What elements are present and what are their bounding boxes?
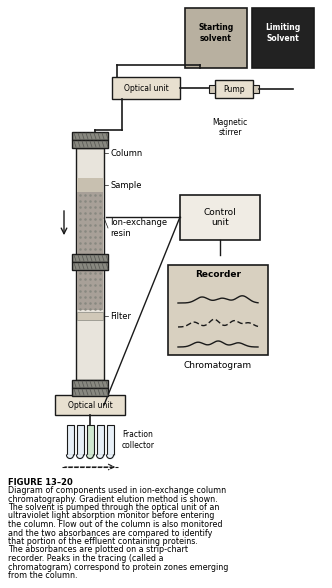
Bar xyxy=(97,425,104,455)
Text: Recorder: Recorder xyxy=(195,269,241,279)
Text: the column. Flow out of the column is also monitored: the column. Flow out of the column is al… xyxy=(8,520,222,529)
Text: The solvent is pumped through the optical unit of an: The solvent is pumped through the optica… xyxy=(8,503,219,512)
Bar xyxy=(55,395,125,415)
Text: ultraviolet light absorption monitor before entering: ultraviolet light absorption monitor bef… xyxy=(8,512,214,520)
Bar xyxy=(215,80,253,98)
Text: Magnetic
stirrer: Magnetic stirrer xyxy=(212,118,248,138)
Bar xyxy=(72,262,108,270)
Text: Optical unit: Optical unit xyxy=(68,400,112,409)
Bar xyxy=(180,195,260,240)
Text: The absorbances are plotted on a strip-chart: The absorbances are plotted on a strip-c… xyxy=(8,546,188,554)
Text: Column: Column xyxy=(110,149,142,158)
Text: Sample: Sample xyxy=(110,181,141,189)
Text: Limiting
Solvent: Limiting Solvent xyxy=(265,24,300,43)
Text: Filter: Filter xyxy=(110,312,131,320)
Bar xyxy=(185,8,247,68)
Text: and the two absorbances are compared to identify: and the two absorbances are compared to … xyxy=(8,529,212,537)
Text: Fraction
collector: Fraction collector xyxy=(122,430,155,450)
Text: Control
unit: Control unit xyxy=(204,208,236,227)
Bar xyxy=(168,265,268,355)
Text: chromatography. Gradient elution method is shown.: chromatography. Gradient elution method … xyxy=(8,495,217,503)
Bar xyxy=(209,85,215,93)
Bar xyxy=(72,380,108,388)
Bar xyxy=(72,254,108,262)
Bar xyxy=(72,388,108,396)
Bar xyxy=(76,425,84,455)
Text: Diagram of components used in ion-exchange column: Diagram of components used in ion-exchan… xyxy=(8,486,226,495)
Text: Starting
solvent: Starting solvent xyxy=(199,24,234,43)
Bar xyxy=(72,132,108,140)
Bar xyxy=(112,77,180,99)
Bar xyxy=(87,425,94,455)
Bar xyxy=(77,312,103,320)
Text: Optical unit: Optical unit xyxy=(124,83,168,92)
Text: from the column.: from the column. xyxy=(8,571,77,580)
Text: Chromatogram: Chromatogram xyxy=(184,360,252,369)
Bar xyxy=(107,425,114,455)
Text: Ion-exchange
resin: Ion-exchange resin xyxy=(110,218,167,238)
Bar xyxy=(76,148,104,380)
Text: recorder. Peaks in the tracing (called a: recorder. Peaks in the tracing (called a xyxy=(8,554,163,563)
Bar xyxy=(252,8,314,68)
Bar xyxy=(253,85,259,93)
Text: chromatogram) correspond to protein zones emerging: chromatogram) correspond to protein zone… xyxy=(8,563,228,572)
Bar xyxy=(77,178,103,192)
Bar xyxy=(72,140,108,148)
Bar xyxy=(77,178,103,310)
Bar xyxy=(66,425,73,455)
Text: FIGURE 13–20: FIGURE 13–20 xyxy=(8,478,73,487)
Text: that portion of the effluent containing proteins.: that portion of the effluent containing … xyxy=(8,537,198,546)
Text: Pump: Pump xyxy=(223,85,245,93)
